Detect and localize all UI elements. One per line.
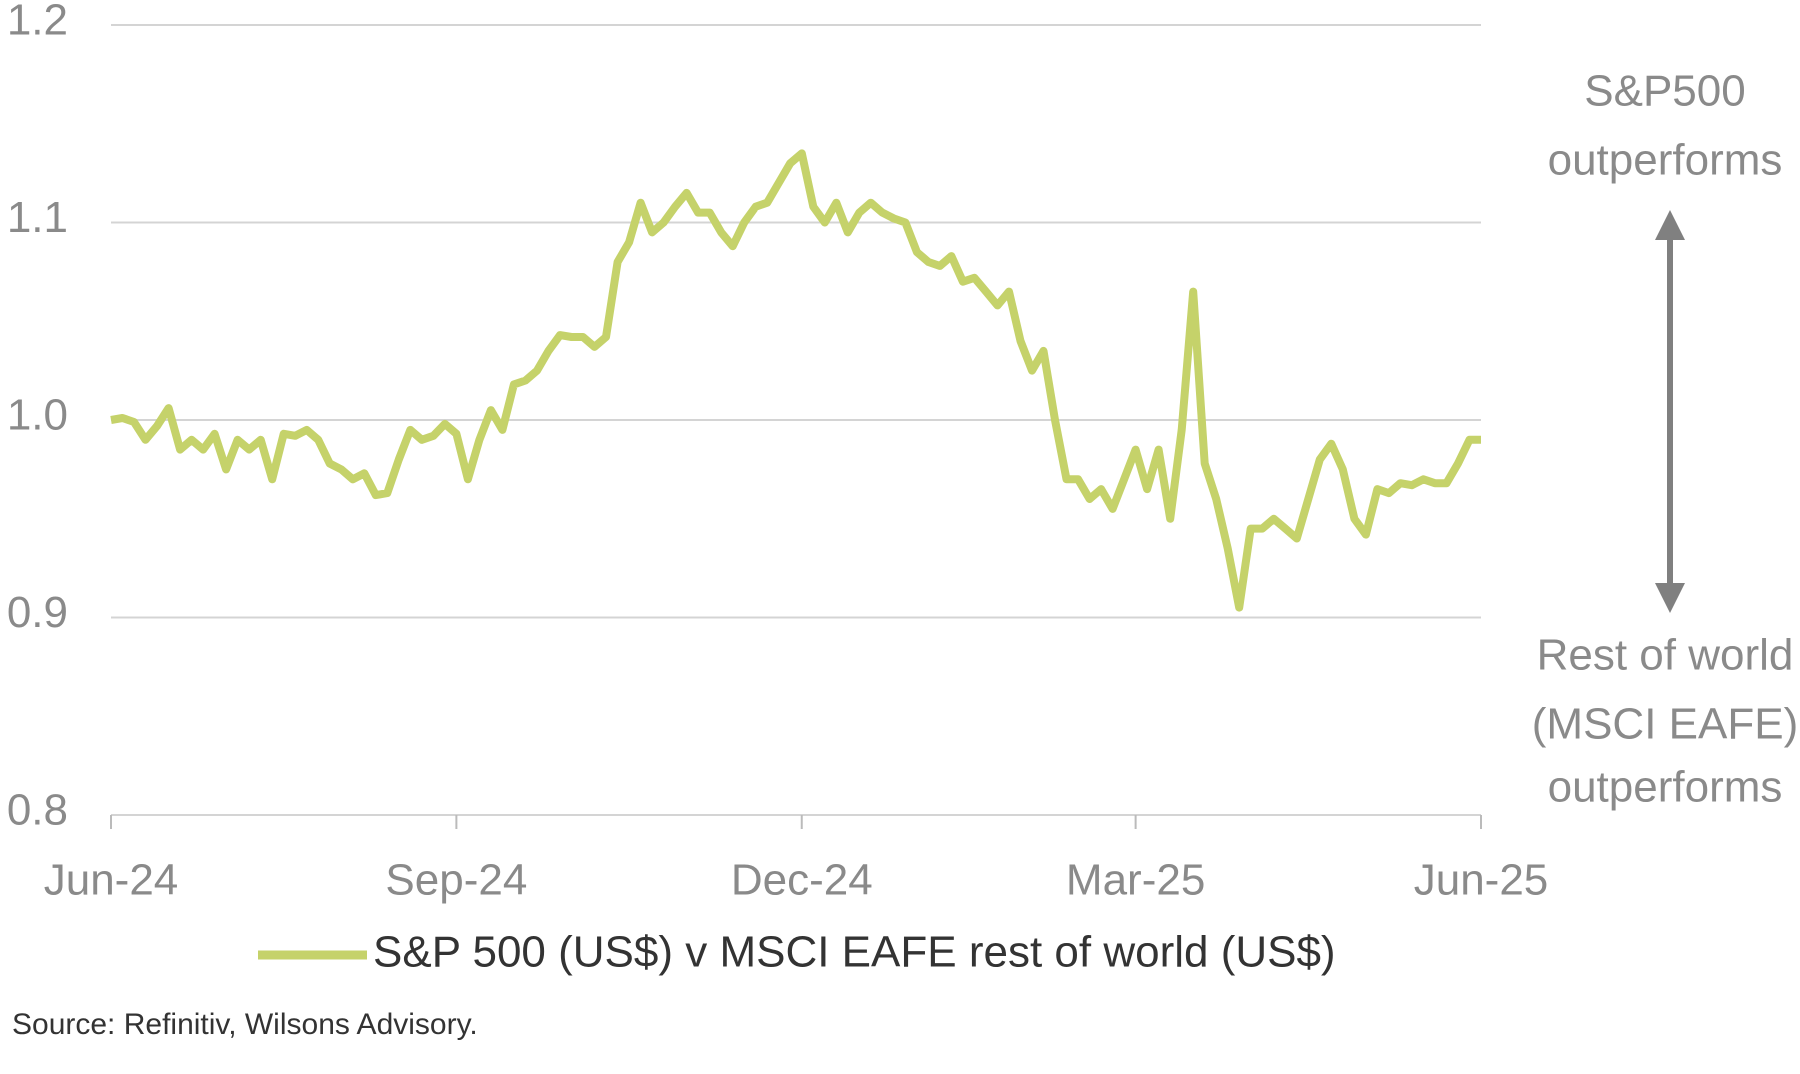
y-tick-label: 1.1	[7, 193, 68, 242]
x-tick-label: Mar-25	[1066, 856, 1205, 905]
x-tick-label: Sep-24	[385, 856, 527, 905]
legend-label: S&P 500 (US$) v MSCI EAFE rest of world …	[373, 928, 1336, 977]
x-tick-label: Jun-25	[1414, 856, 1549, 905]
annotation: S&P500	[1584, 67, 1745, 116]
y-tick-label: 1.2	[7, 0, 68, 45]
annotation: Rest of world	[1537, 631, 1794, 680]
source: Source: Refinitiv, Wilsons Advisory.	[12, 1008, 478, 1041]
series-line	[110, 149, 1481, 612]
annotation: outperforms	[1548, 136, 1783, 185]
annotation: (MSCI EAFE)	[1532, 700, 1798, 749]
x-tick-label: Dec-24	[731, 856, 873, 905]
x-tick-label: Jun-24	[44, 856, 179, 905]
annotation: outperforms	[1548, 763, 1783, 812]
y-tick-label: 0.8	[7, 786, 68, 835]
y-tick-label: 1.0	[7, 391, 68, 440]
y-tick-label: 0.9	[7, 588, 68, 637]
